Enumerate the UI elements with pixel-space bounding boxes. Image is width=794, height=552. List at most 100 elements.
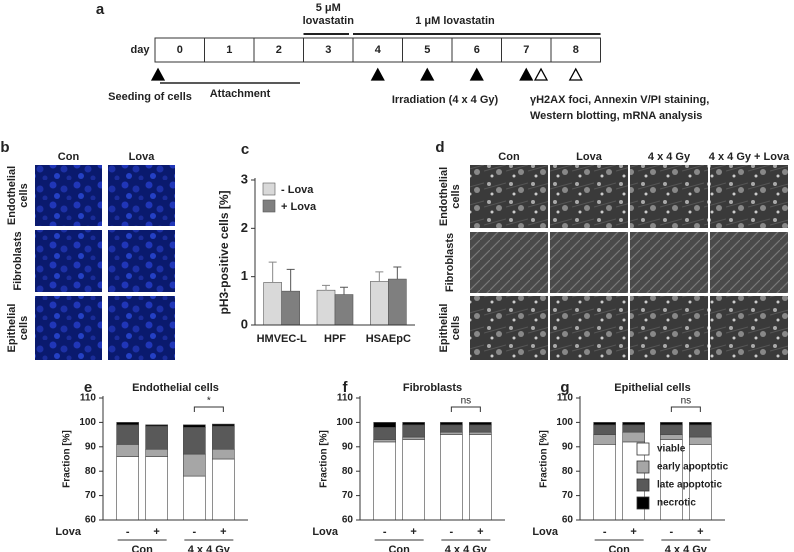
bar-segment — [622, 422, 645, 426]
y-tick-label: 1 — [241, 268, 248, 283]
micrograph — [710, 232, 788, 293]
micrograph — [35, 296, 102, 360]
irradiation-label: Irradiation (4 x 4 Gy) — [392, 94, 499, 106]
significance-label: ns — [681, 396, 692, 407]
bar-segment — [593, 434, 616, 445]
image-row-label: Fibroblasts — [12, 231, 24, 290]
bar-segment — [116, 422, 139, 426]
error-bar — [268, 261, 277, 283]
x-tick-label: + — [220, 526, 226, 538]
bar-segment — [373, 441, 396, 521]
significance-bracket — [670, 406, 701, 412]
day-box — [253, 37, 304, 63]
legend-swatch — [636, 442, 650, 456]
bar-segment — [402, 439, 425, 521]
y-tick-label: 90 — [85, 441, 97, 452]
significance-bracket — [193, 406, 224, 412]
bar-segment — [689, 436, 712, 445]
high-dose-label: lovastatin — [303, 15, 355, 27]
panel-letter: e — [84, 379, 92, 396]
image-column-label: 4 x 4 Gy — [648, 151, 691, 163]
bar-segment — [212, 423, 235, 427]
y-tick-label: 110 — [80, 393, 97, 404]
y-tick-label: 60 — [562, 515, 574, 526]
bar — [388, 278, 407, 326]
day-label: day — [131, 44, 151, 56]
y-tick-label: 80 — [562, 466, 574, 477]
image-column-label: Lova — [576, 151, 603, 163]
y-tick-label: 110 — [337, 393, 354, 404]
bar-segment — [183, 426, 206, 455]
bar-segment — [622, 431, 645, 443]
axis — [359, 396, 505, 521]
time-marker — [420, 67, 435, 81]
y-tick-label: 90 — [562, 441, 574, 452]
panel-letter: f — [343, 379, 349, 396]
y-tick-label: 110 — [557, 393, 574, 404]
bar-segment — [373, 439, 396, 443]
y-tick-label: 60 — [85, 515, 97, 526]
x-tick-label: - — [193, 526, 197, 538]
micrograph — [710, 296, 788, 360]
bar-segment — [593, 424, 616, 435]
error-bar — [393, 266, 402, 280]
day-number: 0 — [177, 44, 183, 56]
bar-segment — [689, 424, 712, 438]
x-tick-label: - — [670, 526, 674, 538]
x-tick-label: HPF — [324, 333, 346, 345]
x-tick-label: - — [603, 526, 607, 538]
legend-label: viable — [657, 444, 686, 455]
bar-segment — [469, 431, 492, 435]
y-tick-label: 70 — [85, 490, 97, 501]
bar-segment — [402, 436, 425, 440]
x-row-label: Lova — [532, 526, 559, 538]
legend-swatch — [262, 182, 276, 196]
y-tick-label: 100 — [556, 417, 573, 428]
bar-segment — [373, 422, 396, 428]
y-tick-label: 90 — [342, 441, 354, 452]
group-label: 4 x 4 Gy — [445, 544, 488, 552]
day-number: 7 — [523, 44, 529, 56]
group-label: 4 x 4 Gy — [188, 544, 231, 552]
time-marker — [519, 67, 534, 81]
legend-swatch — [262, 199, 276, 213]
bar-segment — [183, 453, 206, 477]
analysis-label: Western blotting, mRNA analysis — [530, 110, 702, 122]
micrograph — [470, 165, 548, 228]
day-number: 3 — [325, 44, 331, 56]
image-row-label: cells — [18, 316, 30, 340]
error-bar — [340, 286, 348, 295]
seeding-label: Seeding of cells — [108, 91, 192, 103]
y-tick-label: 70 — [562, 490, 574, 501]
micrograph — [550, 232, 628, 293]
day-number: 2 — [276, 44, 282, 56]
y-tick-label: 80 — [85, 466, 97, 477]
time-marker — [469, 67, 484, 81]
day-number: 5 — [424, 44, 430, 56]
chart-title: Fibroblasts — [403, 382, 462, 394]
image-column-label: 4 x 4 Gy + Lova — [709, 151, 790, 163]
legend-label: necrotic — [657, 498, 696, 509]
day-number: 4 — [375, 44, 382, 56]
group-label: Con — [131, 544, 153, 552]
micrograph — [470, 296, 548, 360]
bar-segment — [145, 448, 168, 457]
legend-swatch — [636, 460, 650, 474]
axis — [102, 396, 248, 521]
bar-segment — [402, 424, 425, 438]
y-tick-label: 70 — [342, 490, 354, 501]
bar-segment — [593, 444, 616, 521]
y-tick-label: 3 — [241, 171, 248, 186]
image-row-label: Endothelial — [438, 167, 450, 226]
time-marker — [370, 67, 385, 81]
panel-letter: a — [96, 1, 105, 18]
micrograph — [108, 230, 175, 292]
group-label: Con — [608, 544, 630, 552]
bar-segment — [183, 424, 206, 428]
micrograph — [35, 165, 102, 226]
x-tick-label: - — [383, 526, 387, 538]
bar — [263, 282, 282, 326]
day-box — [204, 37, 255, 63]
time-marker — [568, 67, 583, 81]
x-tick-label: + — [410, 526, 416, 538]
